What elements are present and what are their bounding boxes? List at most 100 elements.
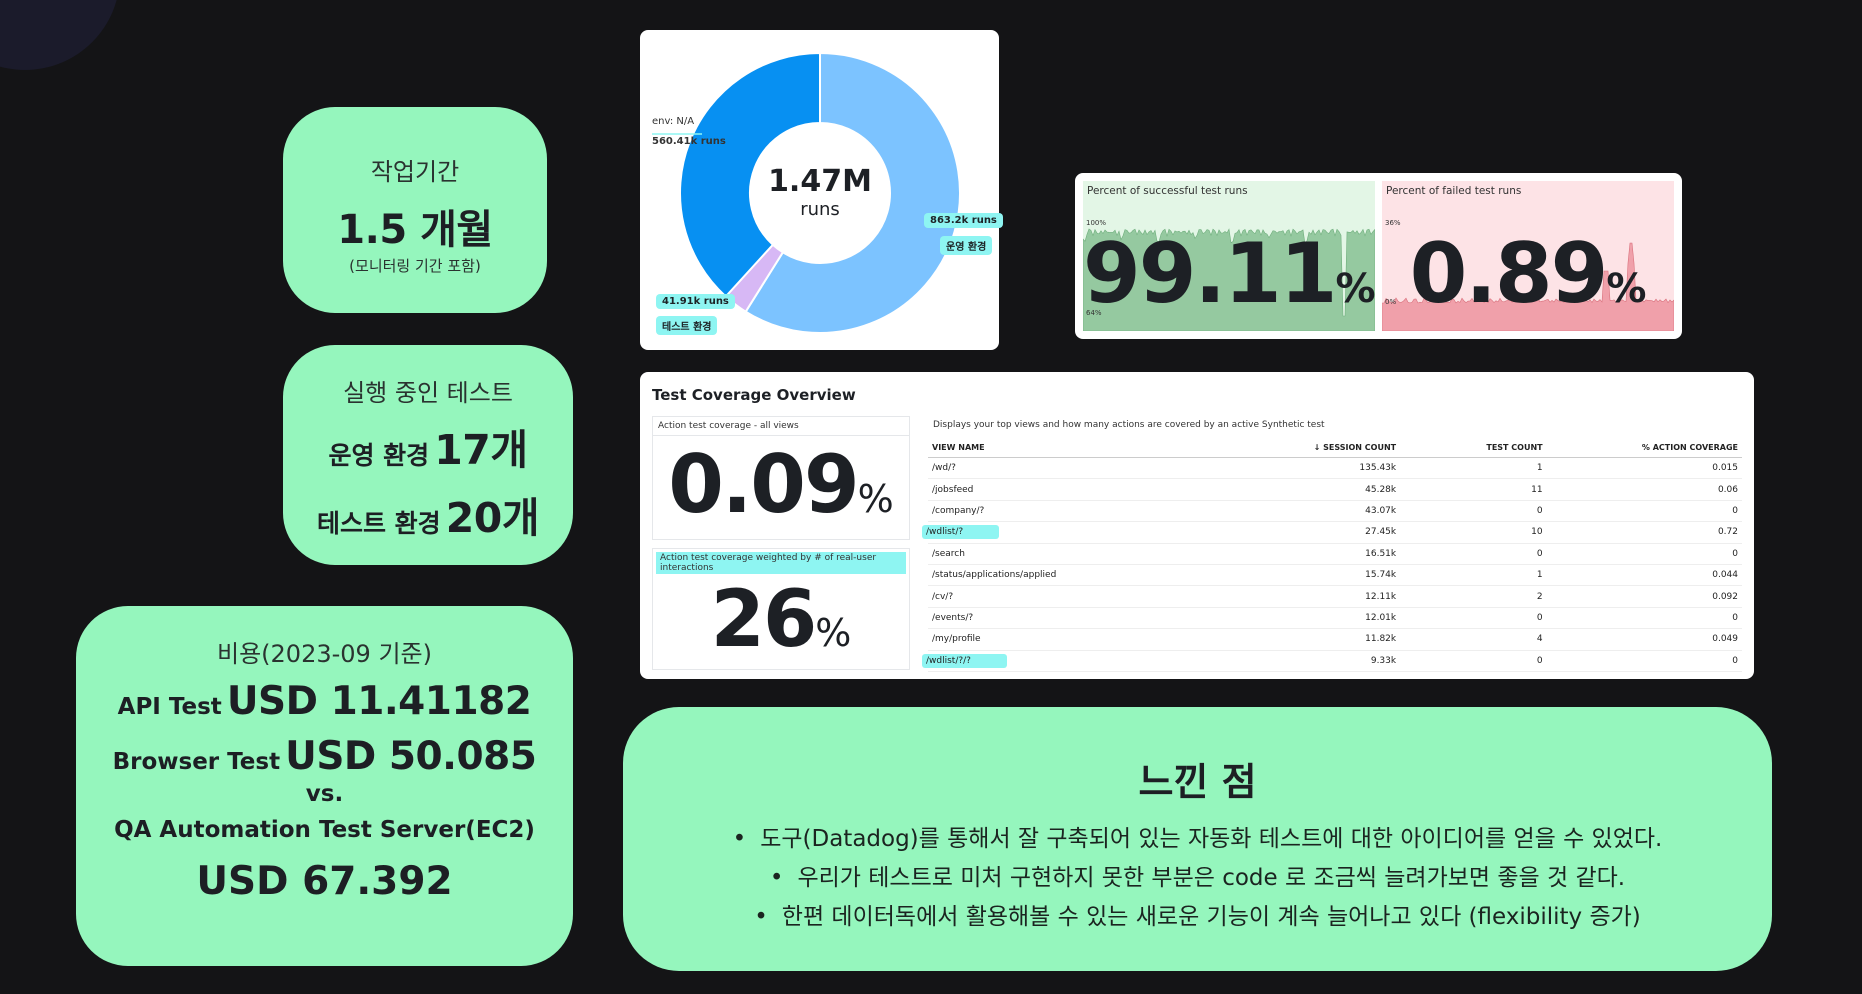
slice-value-stage: 41.91k runs [656, 294, 735, 309]
cell-action-coverage: 0 [1546, 543, 1742, 565]
cell-view-name: /wdlist/? [922, 521, 1270, 544]
cell-action-coverage: 0.049 [1546, 628, 1742, 651]
prod-tests-row: 운영 환경 17개 [283, 416, 573, 476]
slice-value-prod: 863.2k runs [924, 213, 1003, 228]
cost-card: 비용(2023-09 기준) API Test USD 11.41182 Bro… [76, 606, 573, 966]
col-view-name[interactable]: VIEW NAME [928, 438, 1270, 458]
cell-test-count: 4 [1400, 628, 1547, 651]
coverage-title: Test Coverage Overview [652, 386, 856, 404]
cell-view-name: /wd/? [928, 457, 1270, 480]
failed-value: 0.89% [1409, 225, 1647, 322]
cell-session-count: 9.33k [1269, 650, 1401, 672]
success-rate-widget: Percent of successful test runs 100% 64%… [1083, 181, 1375, 331]
browser-cost-key: Browser Test [112, 749, 281, 775]
stage-tests-value: 20개 [445, 494, 540, 542]
stage-tests-key: 테스트 환경 [316, 509, 441, 538]
period-value: 1.5 개월 [337, 207, 493, 253]
donut-slice-na[interactable] [679, 51, 821, 298]
cost-label: 비용(2023-09 기준) [217, 640, 432, 668]
server-cost-value: USD 67.392 [196, 859, 453, 904]
slice-value-na: 560.41k runs [652, 136, 726, 147]
server-label: QA Automation Test Server(EC2) [114, 817, 535, 843]
table-row[interactable]: /search 16.51k 0 0 [928, 543, 1742, 565]
cell-session-count: 43.07k [1269, 500, 1401, 523]
cell-test-count: 0 [1400, 607, 1547, 630]
failed-tick-bottom: 0% [1385, 298, 1397, 306]
cell-action-coverage: 0 [1546, 650, 1742, 672]
success-sparkline [1083, 228, 1375, 331]
browser-cost-row: Browser Test USD 50.085 [76, 734, 573, 779]
api-cost-value: USD 11.41182 [226, 679, 532, 724]
weighted-value: 26% [710, 575, 852, 665]
col-action-coverage[interactable]: % ACTION COVERAGE [1546, 438, 1742, 458]
col-session-count[interactable]: ↓ SESSION COUNT [1269, 438, 1401, 458]
table-row[interactable]: /status/applications/applied 15.74k 1 0.044 [928, 564, 1742, 587]
table-row[interactable]: /events/? 12.01k 0 0 [928, 607, 1742, 630]
failed-title: Percent of failed test runs [1386, 185, 1522, 197]
all-views-label: Action test coverage - all views [653, 417, 909, 436]
reflection-list: 도구(Datadog)를 통해서 잘 구축되어 있는 자동화 테스트에 대한 아… [623, 820, 1772, 937]
cell-action-coverage: 0.72 [1546, 521, 1742, 544]
runs-donut-panel: 1.47M runs env: N/A 560.41k runs 863.2k … [640, 30, 1003, 350]
table-row[interactable]: /wdlist/?/? 9.33k 0 0 [922, 650, 1742, 672]
reflection-item: 한편 데이터독에서 활용해볼 수 있는 새로운 기능이 계속 늘어나고 있다 (… [623, 898, 1772, 937]
cell-action-coverage: 0.015 [1546, 457, 1742, 480]
cell-session-count: 12.11k [1269, 585, 1401, 608]
cell-session-count: 12.01k [1269, 607, 1401, 630]
cell-session-count: 15.74k [1269, 564, 1401, 587]
table-row[interactable]: /company/? 43.07k 0 0 [928, 500, 1742, 523]
table-row[interactable]: /wd/? 135.43k 1 0.015 [928, 457, 1742, 480]
cell-view-name: /search [928, 543, 1270, 565]
cell-session-count: 16.51k [1269, 543, 1401, 565]
cell-test-count: 0 [1400, 500, 1547, 523]
success-tick-bottom: 64% [1086, 309, 1102, 317]
reflection-title: 느낀 점 [1138, 760, 1257, 804]
coverage-table: VIEW NAME ↓ SESSION COUNT TEST COUNT % A… [922, 438, 1742, 672]
reflection-item: 도구(Datadog)를 통해서 잘 구축되어 있는 자동화 테스트에 대한 아… [623, 820, 1772, 859]
cell-view-name: /wdlist/?/? [922, 650, 1270, 672]
cell-action-coverage: 0.044 [1546, 564, 1742, 587]
versus-label: vs. [305, 781, 344, 807]
cell-action-coverage: 0 [1546, 607, 1742, 630]
failed-tick-top: 36% [1385, 219, 1401, 227]
donut-center-unit: runs [800, 199, 840, 220]
api-cost-row: API Test USD 11.41182 [76, 679, 573, 724]
cell-session-count: 27.45k [1269, 521, 1401, 544]
failed-rate-widget: Percent of failed test runs 36% 0% 0.89% [1382, 181, 1674, 331]
reflection-item: 우리가 테스트로 미처 구현하지 못한 부분은 code 로 조금씩 늘려가보면… [623, 859, 1772, 898]
cell-session-count: 45.28k [1269, 478, 1401, 501]
slice-label-na: env: N/A [652, 116, 695, 127]
table-header-row: VIEW NAME ↓ SESSION COUNT TEST COUNT % A… [928, 438, 1742, 458]
failed-sparkline [1382, 242, 1674, 331]
all-views-coverage-widget: Action test coverage - all views 0.09% [652, 416, 910, 540]
api-cost-key: API Test [117, 694, 222, 720]
cell-action-coverage: 0 [1546, 500, 1742, 523]
cell-view-name: /cv/? [928, 585, 1270, 608]
weighted-label: Action test coverage weighted by # of re… [656, 552, 906, 574]
cell-session-count: 11.82k [1269, 628, 1401, 651]
cell-session-count: 135.43k [1269, 457, 1401, 480]
table-row[interactable]: /wdlist/? 27.45k 10 0.72 [922, 521, 1742, 544]
table-row[interactable]: /cv/? 12.11k 2 0.092 [928, 585, 1742, 608]
cell-action-coverage: 0.06 [1546, 478, 1742, 501]
table-row[interactable]: /my/profile 11.82k 4 0.049 [928, 628, 1742, 651]
donut-slice-prod[interactable] [744, 51, 961, 334]
success-tick-top: 100% [1086, 219, 1107, 227]
period-label: 작업기간 [370, 158, 460, 186]
table-row[interactable]: /jobsfeed 45.28k 11 0.06 [928, 478, 1742, 501]
corner-decoration [0, 0, 120, 70]
coverage-panel: Test Coverage Overview Action test cover… [640, 372, 1754, 679]
period-card: 작업기간 1.5 개월 (모니터링 기간 포함) [283, 107, 547, 313]
running-tests-card: 실행 중인 테스트 운영 환경 17개 테스트 환경 20개 [283, 345, 573, 565]
cell-test-count: 11 [1400, 478, 1547, 501]
test-runs-rate-panel: Percent of successful test runs 100% 64%… [1075, 173, 1682, 339]
cell-view-name: /events/? [928, 607, 1270, 630]
cell-view-name: /status/applications/applied [928, 564, 1270, 587]
col-test-count[interactable]: TEST COUNT [1400, 438, 1547, 458]
success-title: Percent of successful test runs [1087, 185, 1248, 197]
stage-tests-row: 테스트 환경 20개 [283, 484, 573, 544]
success-value: 99.11% [1083, 225, 1375, 322]
cell-test-count: 2 [1400, 585, 1547, 608]
slice-label-prod: 운영 환경 [940, 236, 993, 255]
weighted-coverage-widget: Action test coverage weighted by # of re… [652, 548, 910, 670]
